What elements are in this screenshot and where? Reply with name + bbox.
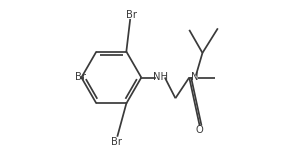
Text: NH: NH	[153, 73, 168, 82]
Text: O: O	[196, 126, 204, 135]
Text: Br: Br	[75, 73, 86, 82]
Text: Br: Br	[111, 137, 122, 147]
Text: Br: Br	[126, 10, 137, 20]
Text: N: N	[191, 73, 199, 82]
